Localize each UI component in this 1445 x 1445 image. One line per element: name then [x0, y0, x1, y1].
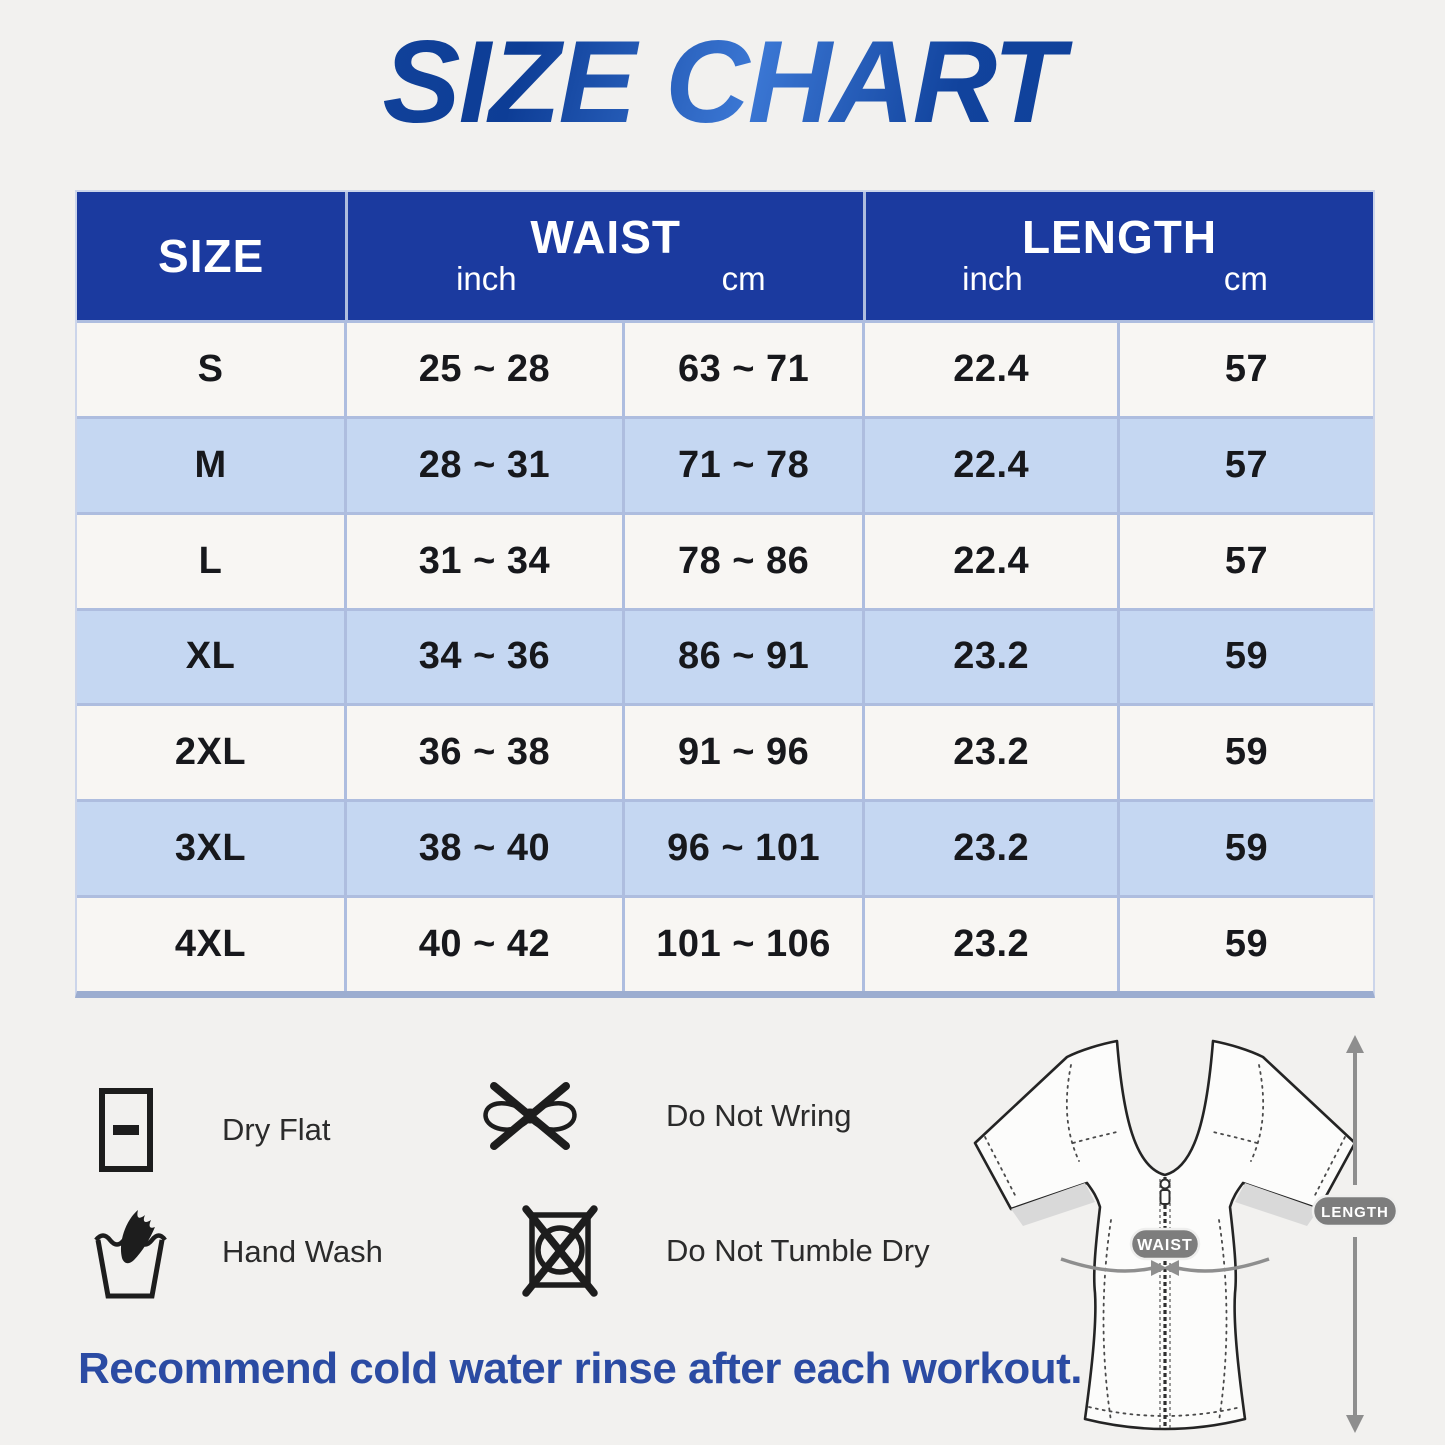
cell-waist_inch: 40 ~ 42 — [347, 898, 622, 991]
cell-length_inch: 22.4 — [865, 514, 1118, 608]
cell-length_cm: 59 — [1120, 610, 1373, 704]
table-row: XL 34 ~ 36 86 ~ 91 23.2 59 — [77, 610, 1373, 704]
cell-waist_cm: 63 ~ 71 — [624, 323, 863, 416]
column-header-length-label: LENGTH — [1021, 211, 1218, 264]
cell-length_inch: 23.2 — [865, 610, 1118, 704]
do-not-wring-icon — [478, 1080, 666, 1152]
cell-size: S — [77, 323, 345, 416]
table-row: S 25 ~ 28 63 ~ 71 22.4 57 — [77, 323, 1373, 416]
table-header-row: SIZE WAIST inch cm LENGTH inch cm — [77, 192, 1373, 320]
cell-waist_inch: 36 ~ 38 — [347, 706, 622, 800]
care-label: Do Not Tumble Dry — [666, 1233, 930, 1268]
dry-flat-icon — [98, 1087, 222, 1173]
waist-unit-inch: inch — [456, 260, 517, 298]
care-label: Hand Wash — [222, 1234, 383, 1269]
cell-length_cm: 59 — [1120, 706, 1373, 800]
cell-waist_inch: 25 ~ 28 — [347, 323, 622, 416]
table-row: L 31 ~ 34 78 ~ 86 22.4 57 — [77, 514, 1373, 608]
cell-waist_cm: 96 ~ 101 — [624, 802, 863, 896]
waist-pill: WAIST — [1129, 1227, 1201, 1261]
length-unit-cm: cm — [1223, 260, 1268, 298]
cell-length_cm: 57 — [1120, 514, 1373, 608]
cell-length_inch: 22.4 — [865, 323, 1118, 416]
column-header-waist-label: WAIST — [530, 211, 681, 264]
length-pill-label: LENGTH — [1321, 1204, 1389, 1221]
waist-arrow — [1060, 1257, 1270, 1276]
cell-size: M — [77, 418, 345, 512]
waist-units: inch cm — [348, 260, 863, 298]
page-title: SIZE CHART — [0, 17, 1445, 147]
column-header-waist: WAIST inch cm — [348, 192, 864, 320]
cell-waist_inch: 34 ~ 36 — [347, 610, 622, 704]
length-unit-inch: inch — [962, 260, 1023, 298]
cell-length_cm: 59 — [1120, 802, 1373, 896]
care-item-do-not-wring: Do Not Wring — [478, 1080, 852, 1152]
waist-pill-label: WAIST — [1137, 1237, 1193, 1254]
garment-diagram: WAIST LENGTH — [973, 1035, 1399, 1433]
cell-length_inch: 23.2 — [865, 898, 1118, 991]
column-header-length: LENGTH inch cm — [866, 192, 1373, 320]
underarm-panel-left — [1011, 1183, 1095, 1226]
underarm-panel-right — [1235, 1183, 1319, 1226]
cell-size: 2XL — [77, 706, 345, 800]
zipper — [1159, 1177, 1171, 1429]
cell-waist_inch: 28 ~ 31 — [347, 418, 622, 512]
table-row: 2XL 36 ~ 38 91 ~ 96 23.2 59 — [77, 706, 1373, 800]
do-not-tumble-dry-icon — [520, 1205, 666, 1297]
cell-waist_cm: 91 ~ 96 — [624, 706, 863, 800]
cell-waist_cm: 71 ~ 78 — [624, 418, 863, 512]
cell-waist_cm: 78 ~ 86 — [624, 514, 863, 608]
hand-wash-icon — [92, 1202, 222, 1302]
length-pill: LENGTH — [1311, 1194, 1399, 1228]
size-table: SIZE WAIST inch cm LENGTH inch cm S 25 ~ … — [75, 190, 1375, 998]
cell-waist_cm: 86 ~ 91 — [624, 610, 863, 704]
cell-size: L — [77, 514, 345, 608]
cell-waist_inch: 31 ~ 34 — [347, 514, 622, 608]
table-row: 3XL 38 ~ 40 96 ~ 101 23.2 59 — [77, 802, 1373, 896]
length-arrow — [1346, 1035, 1364, 1433]
cell-length_cm: 59 — [1120, 898, 1373, 991]
care-item-do-not-tumble-dry: Do Not Tumble Dry — [520, 1205, 930, 1297]
cell-size: 4XL — [77, 898, 345, 991]
cell-size: 3XL — [77, 802, 345, 896]
cell-length_cm: 57 — [1120, 418, 1373, 512]
table-row: 4XL 40 ~ 42 101 ~ 106 23.2 59 — [77, 898, 1373, 991]
column-header-size: SIZE — [77, 192, 346, 320]
cell-length_inch: 22.4 — [865, 418, 1118, 512]
cell-size: XL — [77, 610, 345, 704]
care-item-dry-flat: Dry Flat — [98, 1087, 331, 1173]
cell-waist_cm: 101 ~ 106 — [624, 898, 863, 991]
waist-unit-cm: cm — [721, 260, 766, 298]
cell-length_cm: 57 — [1120, 323, 1373, 416]
cell-length_inch: 23.2 — [865, 802, 1118, 896]
care-item-hand-wash: Hand Wash — [92, 1202, 383, 1302]
length-units: inch cm — [866, 260, 1373, 298]
cell-length_inch: 23.2 — [865, 706, 1118, 800]
column-header-size-label: SIZE — [158, 230, 265, 282]
care-label: Dry Flat — [222, 1112, 331, 1147]
cell-waist_inch: 38 ~ 40 — [347, 802, 622, 896]
table-row: M 28 ~ 31 71 ~ 78 22.4 57 — [77, 418, 1373, 512]
care-note: Recommend cold water rinse after each wo… — [78, 1344, 1082, 1393]
care-label: Do Not Wring — [666, 1098, 852, 1133]
